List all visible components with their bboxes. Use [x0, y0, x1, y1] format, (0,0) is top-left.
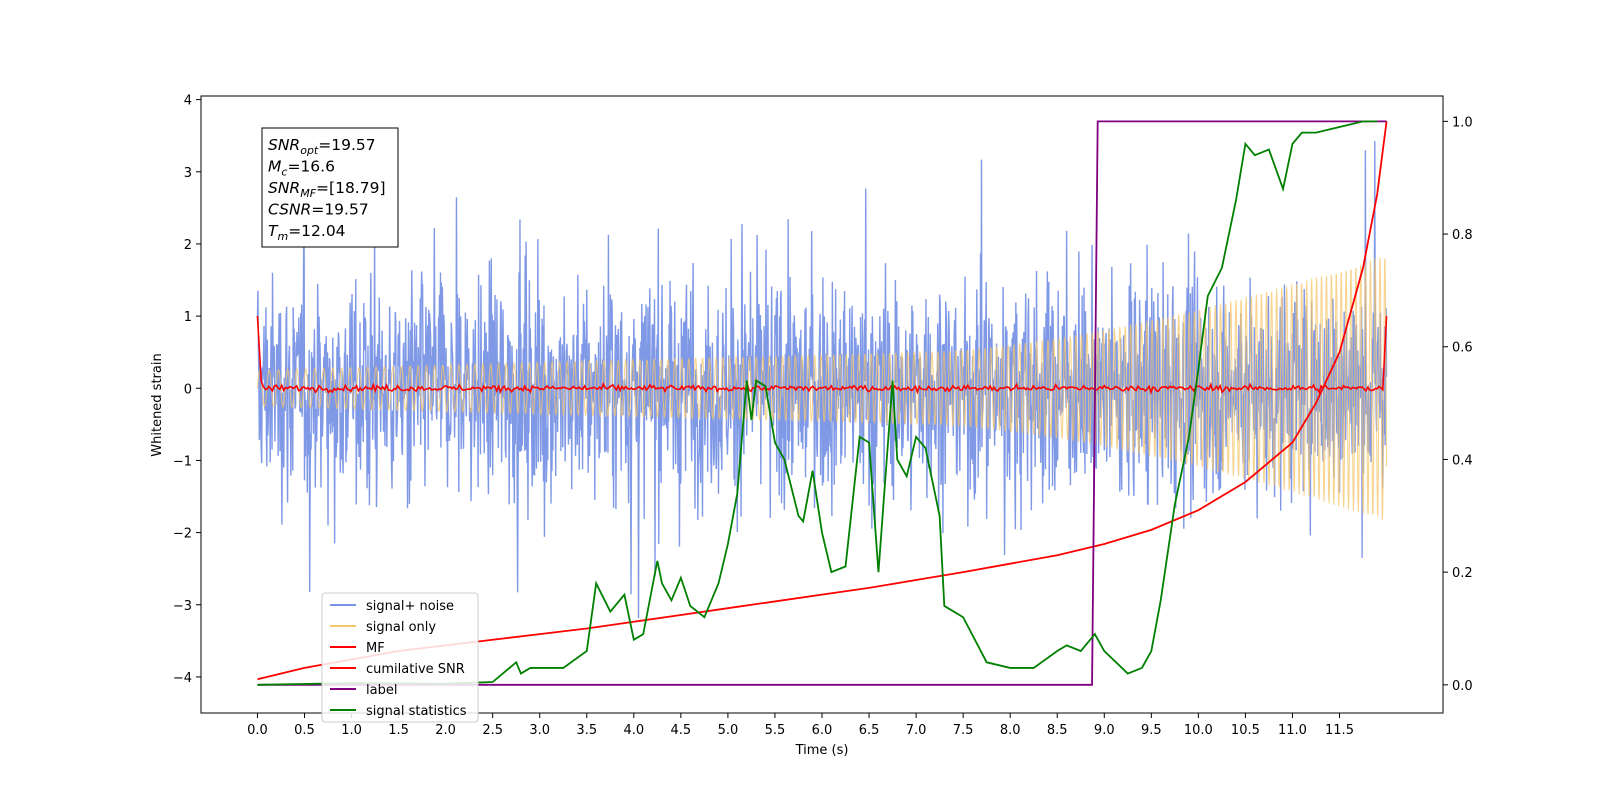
y2-tick-label: 0.0	[1452, 679, 1473, 694]
x-tick-label: 11.5	[1325, 723, 1354, 738]
x-tick-label: 2.0	[435, 723, 456, 738]
x-tick-label: 6.0	[812, 723, 833, 738]
x-tick-label: 2.5	[482, 723, 503, 738]
x-tick-label: 10.0	[1184, 723, 1213, 738]
legend-label: signal statistics	[366, 704, 467, 719]
y-tick-label: 2	[184, 238, 192, 253]
x-tick-label: 8.0	[1000, 723, 1021, 738]
info-box-frame	[261, 127, 399, 248]
x-tick-label: 4.5	[671, 723, 692, 738]
x-tick-label: 3.5	[576, 723, 597, 738]
x-tick-label: 7.5	[953, 723, 974, 738]
info-line: Mc=16.6	[268, 158, 335, 179]
legend-frame	[321, 592, 479, 723]
x-tick-label: 9.5	[1141, 723, 1162, 738]
series-signal-only	[256, 257, 1388, 521]
series-label	[257, 120, 1387, 686]
y-axis-label: Whitened strain	[150, 353, 165, 456]
y2-tick-label: 0.4	[1452, 453, 1473, 468]
info-box: SNRopt=19.57Mc=16.6SNRMF=[18.79]CSNR=19.…	[261, 127, 399, 248]
info-line: SNRopt=19.57	[268, 136, 376, 157]
x-tick-label: 8.5	[1047, 723, 1068, 738]
info-line: Tm=12.04	[268, 222, 346, 243]
y-axis: 4 3 2 1 0 −1 −2 −3 −4	[173, 94, 201, 686]
y-tick-label: 0	[184, 382, 192, 397]
series-mf	[256, 316, 1388, 395]
y2-tick-label: 0.6	[1452, 341, 1473, 356]
legend-label: label	[366, 683, 397, 698]
x-tick-label: 0.0	[247, 723, 268, 738]
info-line: SNRMF=[18.79]	[268, 179, 386, 200]
x-tick-label: 0.5	[294, 723, 315, 738]
legend-label: cumilative SNR	[366, 662, 465, 677]
y-tick-label: 1	[184, 310, 192, 325]
y2-tick-label: 1.0	[1452, 115, 1473, 130]
x-tick-label: 1.5	[388, 723, 409, 738]
x-axis-label: Time (s)	[795, 743, 849, 758]
y-tick-label: −1	[173, 454, 192, 469]
series-signal-statistics	[257, 120, 1378, 686]
y-tick-label: −2	[173, 527, 192, 542]
legend: signal+ noise signal only MF cumilative SNR…	[321, 592, 479, 723]
legend-label: MF	[366, 641, 385, 656]
x-tick-label: 3.0	[529, 723, 550, 738]
x-tick-label: 4.0	[623, 723, 644, 738]
y-tick-label: 4	[184, 94, 192, 109]
y2-axis: 1.0 0.8 0.6 0.4 0.2 0.0	[1443, 115, 1473, 694]
x-tick-label: 9.0	[1094, 723, 1115, 738]
y-tick-label: −4	[173, 671, 192, 686]
x-tick-label: 11.0	[1278, 723, 1307, 738]
x-tick-label: 5.5	[765, 723, 786, 738]
legend-label: signal+ noise	[366, 599, 454, 614]
x-tick-label: 6.5	[859, 723, 880, 738]
y2-tick-label: 0.8	[1452, 228, 1473, 243]
legend-label: signal only	[366, 620, 436, 635]
x-tick-label: 10.5	[1231, 723, 1260, 738]
y-tick-label: 3	[184, 166, 192, 181]
x-tick-label: 7.0	[906, 723, 927, 738]
info-line: CSNR=19.57	[268, 201, 369, 219]
y2-tick-label: 0.2	[1452, 566, 1473, 581]
x-tick-label: 1.0	[341, 723, 362, 738]
x-axis: 0.0 0.5 1.0 1.5 2.0 2.5 3.0 3.5 4.0 4.5 5.0 5.5 6.0 6…	[247, 713, 1354, 738]
y-tick-label: −3	[173, 599, 192, 614]
x-tick-label: 5.0	[718, 723, 739, 738]
